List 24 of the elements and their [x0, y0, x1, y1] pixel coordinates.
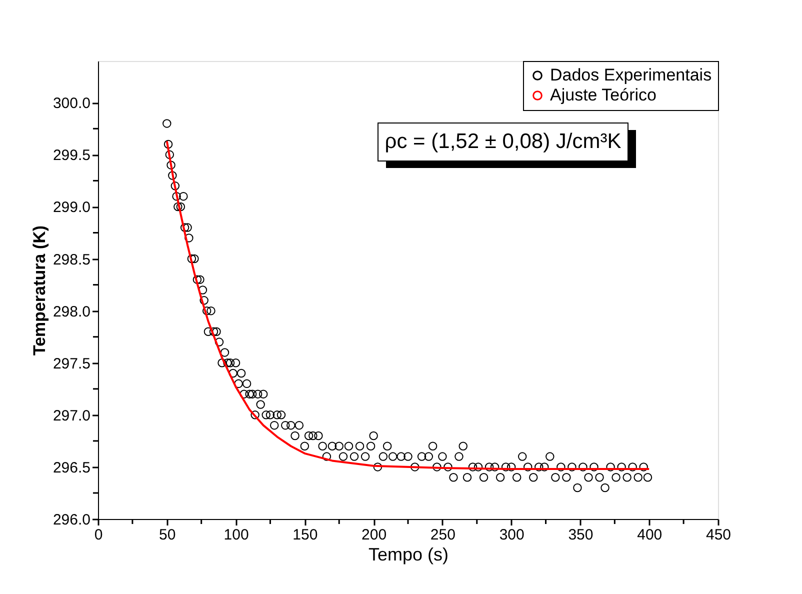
y-tick-label: 299.0: [52, 199, 90, 216]
annotation: ρc = (1,52 ± 0,08) J/cm³K: [384, 130, 622, 153]
x-tick-label: 450: [706, 526, 732, 544]
y-tick-label: 297.0: [52, 407, 90, 424]
y-axis-title: Temperatura (K): [30, 225, 49, 356]
x-tick-label: 50: [159, 526, 176, 544]
x-tick-label: 100: [224, 526, 249, 544]
y-tick-label: 298.0: [52, 303, 90, 320]
y-tick-label: 298.5: [52, 251, 90, 268]
x-axis-title: Tempo (s): [368, 544, 449, 564]
x-tick-label: 200: [362, 526, 387, 544]
legend-label: Dados Experimentais: [550, 66, 712, 84]
x-tick-label: 400: [637, 526, 662, 544]
x-tick-label: 250: [430, 526, 456, 544]
x-tick-label: 150: [292, 526, 318, 544]
y-tick-label: 296.0: [52, 512, 90, 528]
x-tick-label: 0: [94, 526, 103, 544]
y-tick-label: 296.5: [52, 459, 90, 476]
y-tick-label: 299.5: [52, 147, 90, 164]
x-tick-label: 300: [499, 526, 524, 544]
y-tick-label: 297.5: [52, 355, 90, 372]
x-tick-label: 350: [568, 526, 594, 544]
y-tick-label: 300.0: [52, 95, 90, 112]
legend-label: Ajuste Teórico: [550, 86, 656, 104]
